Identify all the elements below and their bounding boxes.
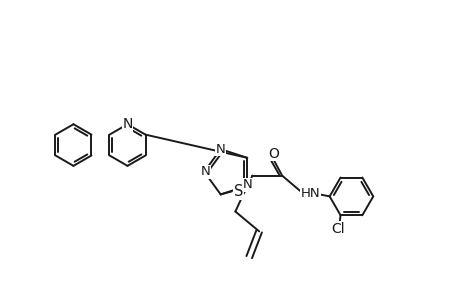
Text: N: N — [215, 143, 225, 156]
Text: N: N — [242, 178, 252, 191]
Text: Cl: Cl — [330, 222, 344, 236]
Text: N: N — [122, 117, 132, 131]
Text: HN: HN — [300, 187, 320, 200]
Text: O: O — [268, 147, 279, 161]
Text: S: S — [233, 184, 243, 199]
Text: N: N — [200, 165, 210, 178]
